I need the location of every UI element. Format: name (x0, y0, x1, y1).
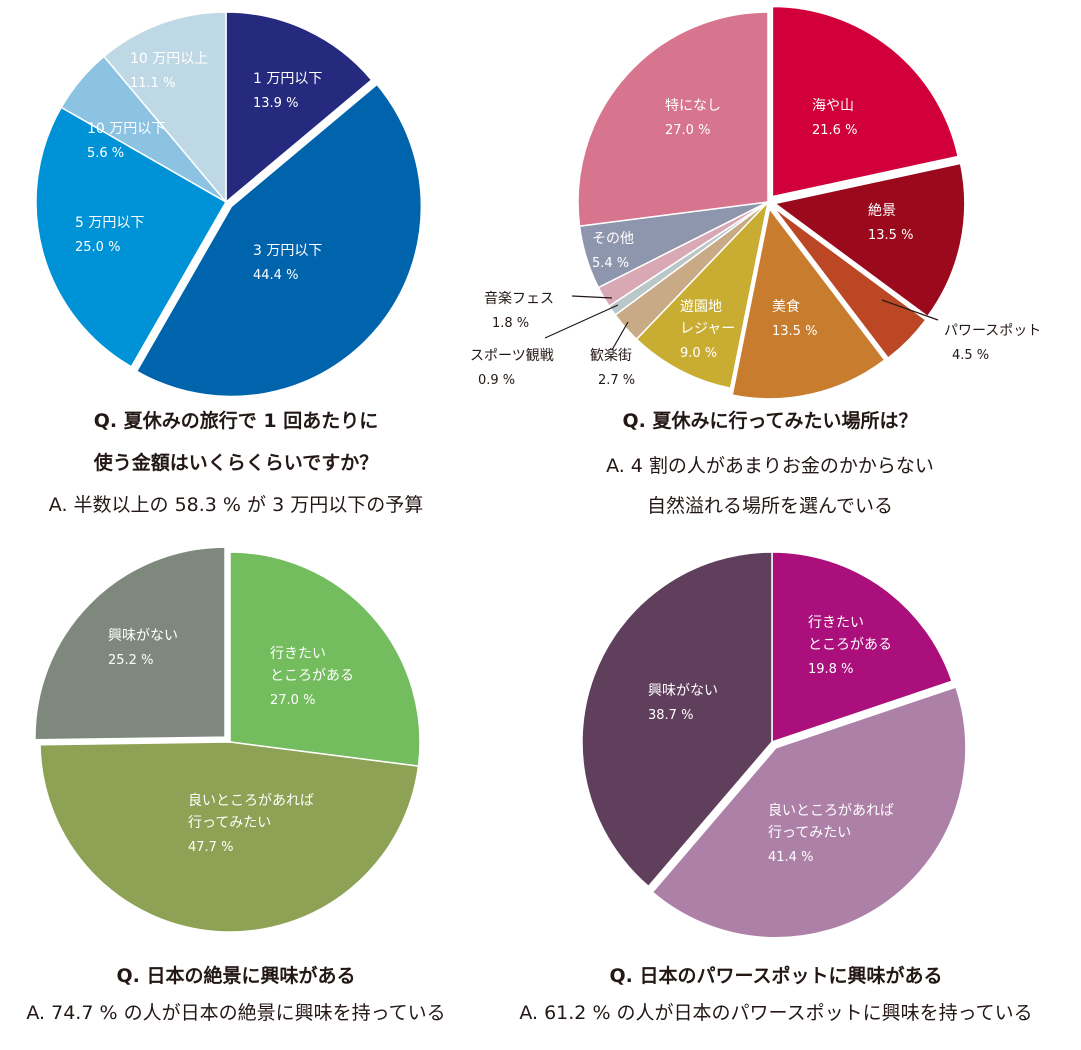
pie-slice (229, 551, 421, 767)
slice-label: 行きたい ところがある (808, 615, 892, 653)
slice-label: 5 万円以下 (75, 215, 145, 231)
leader-line (544, 304, 619, 339)
slice-label: 興味がない (648, 683, 718, 699)
slice-value: 21.6 % (812, 123, 858, 138)
slice-label: その他 (592, 231, 634, 247)
pie-slice (225, 11, 373, 204)
pie-slice (731, 207, 886, 400)
slice-label: 10 万円以下 (87, 121, 166, 137)
slice-value: 27.0 % (665, 123, 711, 138)
slice-value: 41.4 % (768, 850, 814, 865)
slice-value: 13.9 % (253, 96, 299, 111)
slice-value: 13.5 % (772, 324, 818, 339)
slice-value: 25.0 % (75, 240, 121, 255)
chart-title: Q. 日本の絶景に興味がある (116, 965, 356, 987)
pie-slice (771, 551, 953, 744)
pie-slice (39, 741, 420, 933)
slice-label: パワースポット (944, 323, 1042, 339)
pie-slice (772, 206, 927, 360)
pie-slice (135, 83, 423, 398)
slice-value: 38.7 % (648, 708, 694, 723)
slice-value: 0.9 % (478, 373, 516, 388)
chart-subtitle: A. 4 割の人があまりお金のかからない 自然溢れる場所を選んでいる (606, 455, 934, 517)
leader-line (571, 295, 613, 299)
slice-value: 4.5 % (952, 348, 990, 363)
pie-slice (102, 11, 227, 205)
slice-value: 11.1 % (130, 76, 176, 91)
slice-label: 3 万円以下 (253, 243, 323, 259)
slice-value: 5.4 % (592, 256, 630, 271)
slice-value: 47.7 % (188, 840, 234, 855)
pie-slice (651, 686, 967, 939)
leader-line (881, 299, 939, 321)
slice-label: 歓楽街 (590, 348, 632, 364)
chart-title: Q. 日本のパワースポットに興味がある (609, 965, 943, 987)
pie-slice (35, 106, 228, 368)
chart-subtitle: A. 74.7 % の人が日本の絶景に興味を持っている (26, 1002, 446, 1024)
slice-label: 美食 (772, 299, 800, 315)
slice-label: 1 万円以下 (253, 71, 323, 87)
slice-value: 13.5 % (868, 228, 914, 243)
pie-slice (635, 199, 770, 390)
slice-value: 19.8 % (808, 662, 854, 677)
slice-value: 5.6 % (87, 146, 125, 161)
leader-line (611, 321, 629, 351)
chart-title: Q. 夏休みに行ってみたい場所は？ (622, 410, 918, 432)
slice-label: スポーツ観戦 (470, 348, 554, 364)
slice-label: 遊園地 レジャー (680, 299, 736, 337)
slice-value: 44.4 % (253, 268, 299, 283)
chart-subtitle: A. 61.2 % の人が日本のパワースポットに興味を持っている (519, 1002, 1033, 1024)
slice-label: 音楽フェス (484, 291, 554, 307)
slice-value: 27.0 % (270, 693, 316, 708)
slice-label: 興味がない (108, 628, 178, 644)
pie-slice (34, 546, 226, 741)
pie-slice (577, 11, 769, 227)
pie-slice (773, 162, 966, 318)
slice-value: 1.8 % (492, 316, 530, 331)
chart-subtitle: A. 半数以上の 58.3 % が 3 万円以下の予算 (48, 494, 424, 516)
chart-title: Q. 夏休みの旅行で 1 回あたりに 使う金額はいくらくらいですか？ (93, 410, 379, 474)
slice-label: 特になし (665, 98, 721, 114)
slice-label: 良いところがあれば 行ってみたい (768, 803, 894, 841)
slice-value: 9.0 % (680, 346, 718, 361)
slice-label: 行きたい ところがある (270, 646, 354, 684)
slice-label: 絶景 (868, 203, 896, 219)
slice-value: 25.2 % (108, 653, 154, 668)
pie-slice (581, 551, 773, 888)
slice-label: 10 万円以上 (130, 51, 209, 67)
pie-slice (771, 5, 960, 198)
slice-label: 良いところがあれば 行ってみたい (188, 793, 314, 831)
slice-label: 海や山 (812, 98, 854, 114)
slice-value: 2.7 % (598, 373, 636, 388)
